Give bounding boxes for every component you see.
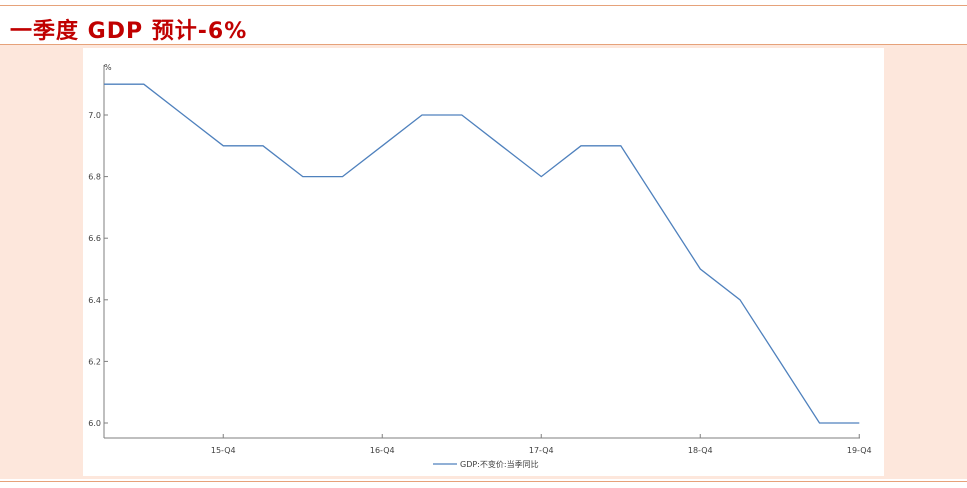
- data-point: [699, 268, 701, 270]
- data-point: [500, 145, 502, 147]
- x-tick-label: 17-Q4: [529, 446, 554, 455]
- y-tick-label: 6.4: [88, 296, 101, 305]
- data-point: [262, 145, 264, 147]
- data-point: [103, 83, 105, 85]
- y-axis-unit-label: %: [104, 63, 112, 72]
- x-tick-label: 18-Q4: [688, 446, 713, 455]
- bottom-rule: [0, 481, 967, 482]
- data-point: [222, 145, 224, 147]
- data-point: [858, 422, 860, 424]
- gdp-series-line: [104, 83, 860, 424]
- top-rule: [0, 5, 967, 6]
- data-point: [540, 175, 542, 177]
- y-tick-label: 6.0: [88, 419, 101, 428]
- y-tick-label: 6.2: [88, 357, 101, 366]
- x-tick-label: 15-Q4: [211, 446, 236, 455]
- y-tick-label: 6.8: [88, 173, 101, 182]
- legend-label: GDP:不变价:当季同比: [460, 459, 539, 469]
- slide-title: 一季度 GDP 预计-6%: [10, 19, 248, 44]
- data-point: [143, 83, 145, 85]
- data-point: [818, 422, 820, 424]
- y-tick-label: 6.6: [88, 234, 101, 243]
- data-point: [341, 175, 343, 177]
- data-point: [779, 360, 781, 362]
- data-point: [302, 175, 304, 177]
- gdp-line-chart: % 6.0 6.2 6.4 6.6 6.8 7.0 15-Q4 16-Q4 17-Q4 18-Q4 1…: [88, 63, 872, 469]
- data-point: [620, 145, 622, 147]
- data-point: [580, 145, 582, 147]
- data-point: [739, 299, 741, 301]
- data-point: [381, 145, 383, 147]
- data-point: [182, 114, 184, 116]
- y-tick-label: 7.0: [88, 111, 101, 120]
- chart-panel: % 6.0 6.2 6.4 6.6 6.8 7.0 15-Q4 16-Q4 17-Q4 18-Q4 1…: [83, 48, 884, 476]
- x-tick-label: 19-Q4: [847, 446, 872, 455]
- data-point: [659, 206, 661, 208]
- title-rule: [0, 44, 967, 45]
- x-tick-label: 16-Q4: [370, 446, 395, 455]
- data-point: [421, 114, 423, 116]
- data-point: [461, 114, 463, 116]
